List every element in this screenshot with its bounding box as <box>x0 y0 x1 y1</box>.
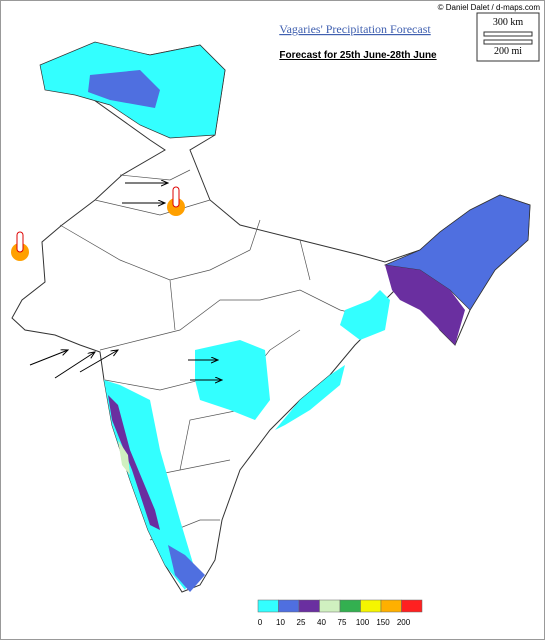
subtitle: Forecast for 25th June-28th June <box>279 50 437 61</box>
legend-label: 40 <box>317 618 326 627</box>
region-75 <box>118 440 130 475</box>
region-10 <box>275 365 345 430</box>
heat-icons <box>11 186 185 261</box>
legend: 0 10 25 40 75 100 150 200 <box>257 599 423 627</box>
legend-label: 25 <box>297 618 306 627</box>
region-25 <box>88 70 160 108</box>
region-40 <box>385 265 465 345</box>
scale-bar: 300 km 200 mi <box>476 12 540 62</box>
wind-arrows <box>29 183 222 380</box>
region-25 <box>168 545 205 592</box>
legend-label: 200 <box>397 618 411 627</box>
legend-swatch <box>278 599 300 613</box>
credit: © Daniel Dalet / d-maps.com <box>438 3 541 12</box>
region-25 <box>383 194 531 311</box>
legend-swatch <box>339 599 361 613</box>
region-40 <box>108 395 160 530</box>
legend-label: 10 <box>276 618 285 627</box>
legend-label: 0 <box>258 618 263 627</box>
legend-swatch <box>319 599 341 613</box>
legend-swatch <box>401 599 423 613</box>
legend-swatch <box>298 599 320 613</box>
legend-swatch <box>257 599 279 613</box>
scale-mi: 200 mi <box>494 46 522 57</box>
legend-swatch <box>380 599 402 613</box>
scale-km: 300 km <box>493 17 524 28</box>
title: Vagaries' Precipitation Forecast <box>279 22 431 36</box>
legend-swatch <box>360 599 382 613</box>
legend-label: 150 <box>376 618 390 627</box>
region-10 <box>104 380 195 590</box>
legend-label: 75 <box>338 618 347 627</box>
region-10 <box>340 290 390 340</box>
legend-label: 100 <box>356 618 370 627</box>
